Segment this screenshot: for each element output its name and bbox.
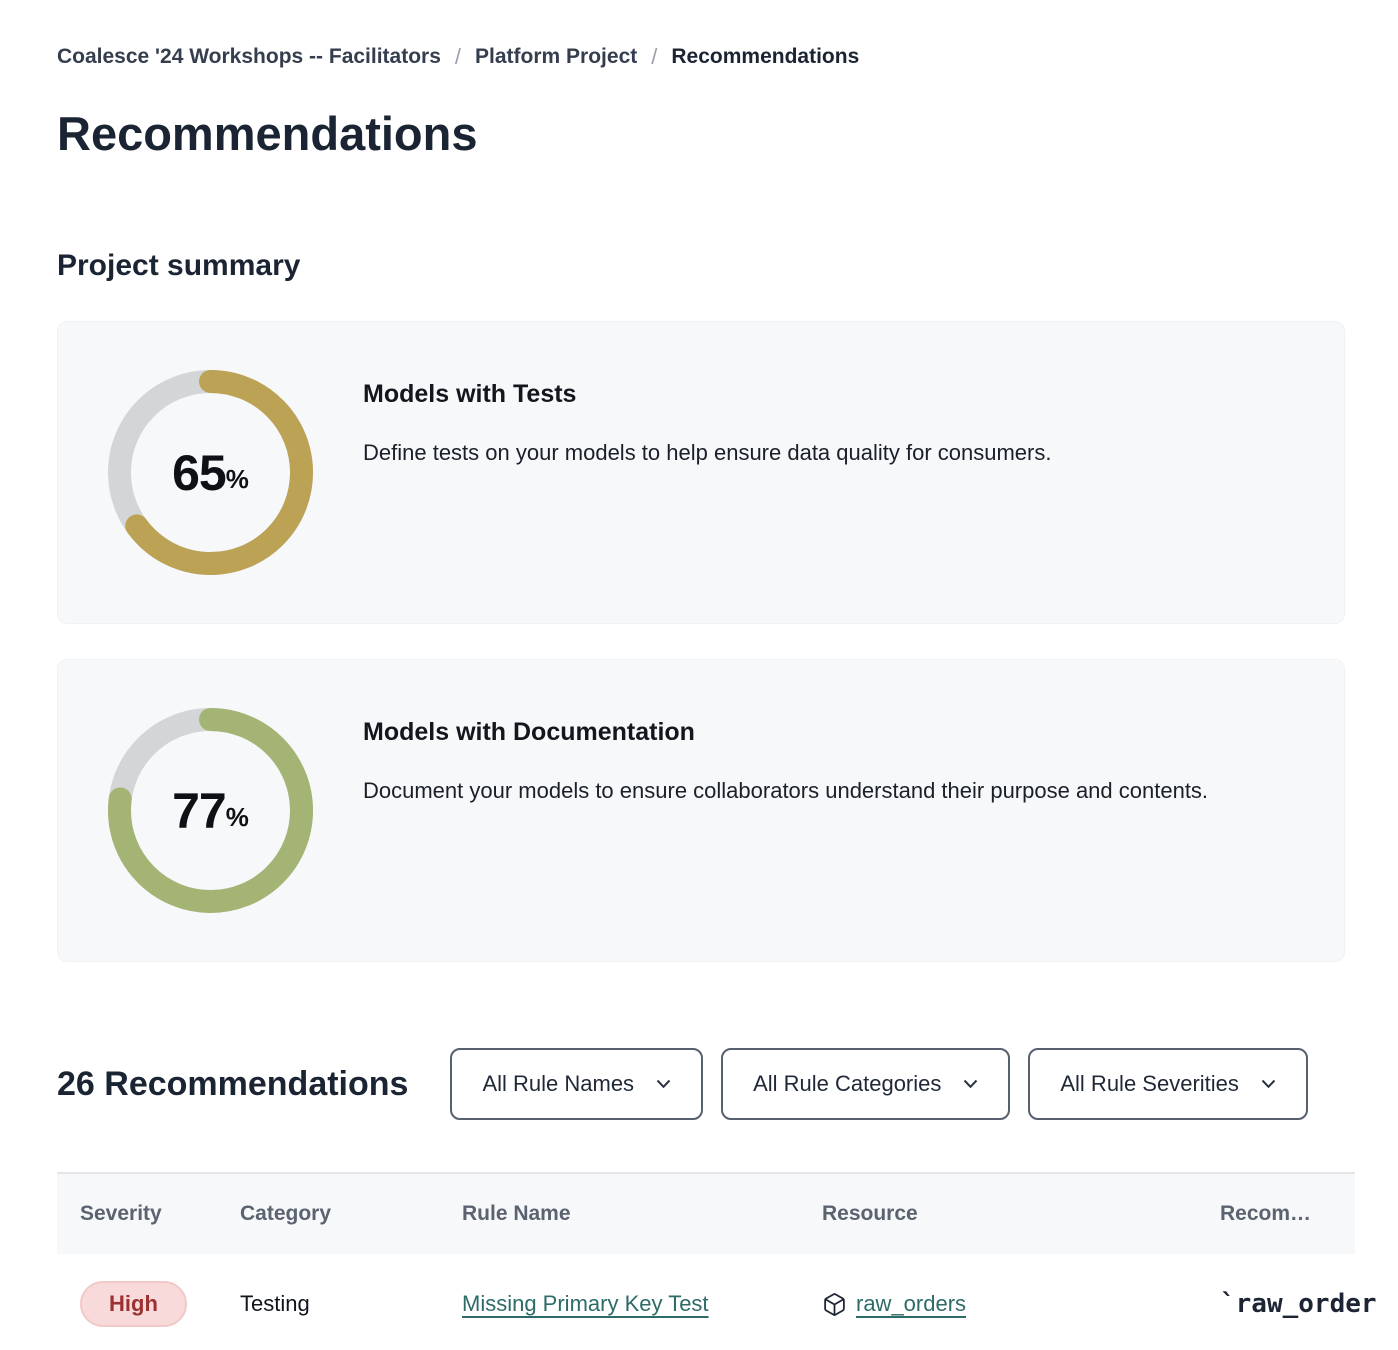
recommendation-snippet: `raw_order xyxy=(1220,1289,1377,1319)
breadcrumb-separator: / xyxy=(651,44,658,69)
resource-link[interactable]: raw_orders xyxy=(856,1291,967,1316)
donut-ring-icon xyxy=(107,369,314,576)
rule-categories-filter-dropdown[interactable]: All Rule Categories xyxy=(721,1048,1011,1120)
category-cell: Testing xyxy=(240,1291,310,1316)
recommendations-table: Severity Category Rule Name Resource Rec… xyxy=(57,1172,1377,1350)
tests-percent-sign: % xyxy=(225,464,249,494)
filter-bar: All Rule Names All Rule Categories All R… xyxy=(450,1048,1308,1120)
column-header-severity: Severity xyxy=(80,1202,162,1225)
severity-badge-high: High xyxy=(80,1281,187,1327)
breadcrumb-separator: / xyxy=(454,44,462,69)
recommendations-header: 26 Recommendations All Rule Names All Ru… xyxy=(57,1048,1398,1120)
recommendations-count-heading: 26 Recommendations xyxy=(57,1064,409,1103)
breadcrumb: Coalesce '24 Workshops -- Facilitators /… xyxy=(57,44,1398,70)
rule-names-filter-label: All Rule Names xyxy=(482,1071,635,1096)
docs-donut-chart: 77 % xyxy=(107,707,314,914)
tests-percent-value: 65 xyxy=(172,444,227,501)
docs-card-description: Document your models to ensure collabora… xyxy=(363,778,1209,803)
tests-donut-chart: 65 % xyxy=(107,369,314,576)
docs-card-title: Models with Documentation xyxy=(363,718,695,746)
rule-categories-filter-label: All Rule Categories xyxy=(753,1071,942,1096)
summary-card-models-with-tests: 65 % Models with Tests Define tests on y… xyxy=(57,321,1345,624)
column-header-resource: Resource xyxy=(822,1202,918,1225)
rule-name-link[interactable]: Missing Primary Key Test xyxy=(462,1291,709,1316)
project-summary-heading: Project summary xyxy=(57,249,301,282)
column-header-rule-name: Rule Name xyxy=(462,1202,571,1225)
docs-percent-sign: % xyxy=(225,802,249,832)
package-cube-icon xyxy=(824,1292,845,1316)
breadcrumb-project[interactable]: Platform Project xyxy=(475,45,638,68)
docs-percent-value: 77 xyxy=(172,782,227,839)
tests-card-title: Models with Tests xyxy=(363,380,577,408)
chevron-down-icon xyxy=(1261,1079,1276,1089)
breadcrumb-account[interactable]: Coalesce '24 Workshops -- Facilitators xyxy=(57,45,441,68)
tests-card-description: Define tests on your models to help ensu… xyxy=(363,440,1052,465)
chevron-down-icon xyxy=(656,1079,671,1089)
table-row: High Testing Missing Primary Key Test ra… xyxy=(57,1254,1377,1350)
chevron-down-icon xyxy=(964,1079,978,1089)
summary-card-models-with-documentation: 77 % Models with Documentation Document … xyxy=(57,659,1345,962)
rule-severities-filter-dropdown[interactable]: All Rule Severities xyxy=(1028,1048,1308,1120)
column-header-category: Category xyxy=(240,1202,332,1225)
rule-severities-filter-label: All Rule Severities xyxy=(1060,1071,1239,1096)
donut-ring-icon xyxy=(107,707,314,914)
table-header-row: Severity Category Rule Name Resource Rec… xyxy=(57,1174,1355,1254)
page-title: Recommendations xyxy=(57,107,478,160)
breadcrumb-current: Recommendations xyxy=(671,45,860,68)
rule-names-filter-dropdown[interactable]: All Rule Names xyxy=(450,1048,704,1120)
column-header-recommendation: Recom… xyxy=(1220,1202,1312,1225)
